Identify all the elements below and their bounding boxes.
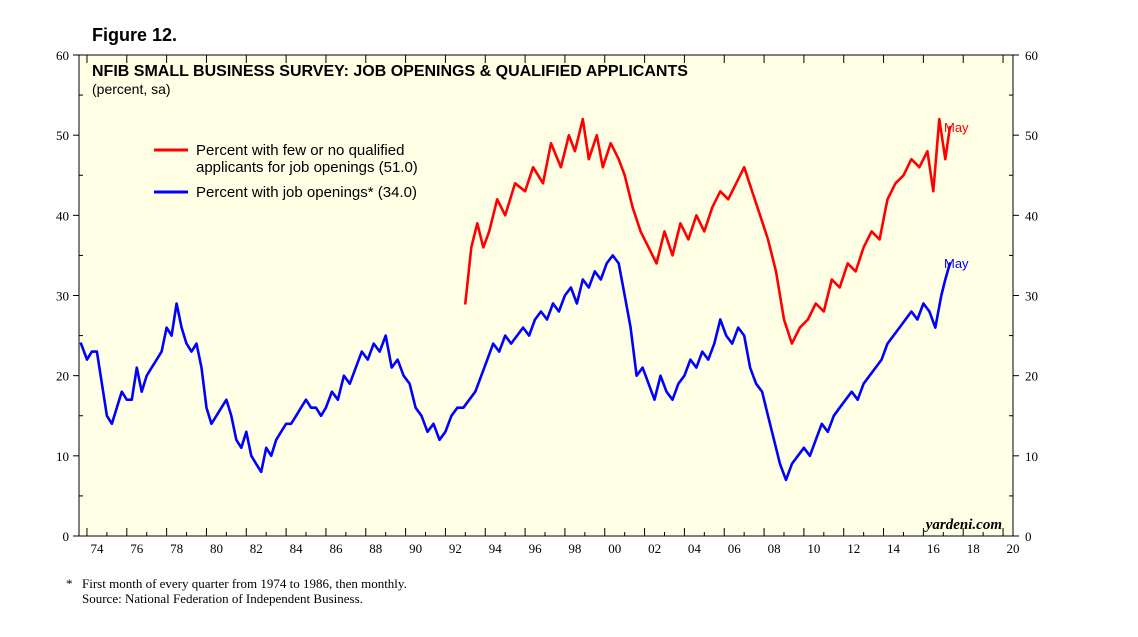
x-tick-label: 02 <box>648 541 661 556</box>
x-tick-label: 88 <box>369 541 382 556</box>
y-tick-label-right: 40 <box>1025 208 1038 223</box>
x-tick-label: 08 <box>768 541 781 556</box>
y-tick-label-left: 0 <box>63 529 70 544</box>
legend-label-red-line1: Percent with few or no qualified <box>196 142 404 159</box>
footnote-mark: * <box>66 576 73 591</box>
x-axis: 74 76 78 80 82 84 86 88 90 92 94 96 98 00 02 04 06 08 10 12… <box>86 55 1020 556</box>
plot-area <box>78 54 1014 537</box>
x-tick-label: 14 <box>887 541 901 556</box>
x-tick-label: 80 <box>210 541 223 556</box>
end-label-blue: May <box>944 256 969 271</box>
x-tick-label: 00 <box>608 541 621 556</box>
footnote-2: Source: National Federation of Independe… <box>66 591 407 606</box>
y-tick-label-left: 50 <box>56 128 69 143</box>
x-tick-label: 74 <box>90 541 104 556</box>
legend-label-blue: Percent with job openings* (34.0) <box>196 184 417 201</box>
x-tick-label: 16 <box>927 541 941 556</box>
x-tick-label: 84 <box>290 541 304 556</box>
x-tick-label: 10 <box>807 541 820 556</box>
footnotes: * First month of every quarter from 1974… <box>66 576 407 606</box>
legend: Percent with few or no qualified applica… <box>154 142 418 201</box>
x-tick-label: 06 <box>728 541 742 556</box>
series-line-job-openings <box>79 254 952 482</box>
footnote-1: * First month of every quarter from 1974… <box>66 576 407 591</box>
y-tick-label-right: 60 <box>1025 48 1038 63</box>
y-axis-left: 0 10 20 30 40 50 60 <box>56 48 83 544</box>
x-tick-label: 18 <box>967 541 980 556</box>
x-tick-label: 92 <box>449 541 462 556</box>
y-tick-label-left: 10 <box>56 449 69 464</box>
y-tick-label-right: 0 <box>1025 529 1032 544</box>
watermark: yardeni.com <box>924 517 1002 533</box>
x-tick-label: 12 <box>847 541 860 556</box>
y-tick-label-right: 10 <box>1025 449 1038 464</box>
x-tick-label: 20 <box>1007 541 1020 556</box>
y-tick-label-left: 40 <box>56 208 69 223</box>
legend-label-red-line2: applicants for job openings (51.0) <box>196 159 418 176</box>
x-tick-label: 82 <box>250 541 263 556</box>
footnote-text-2: Source: National Federation of Independe… <box>82 591 363 606</box>
y-tick-label-right: 20 <box>1025 369 1038 384</box>
y-tick-label-left: 60 <box>56 48 69 63</box>
x-tick-label: 76 <box>130 541 144 556</box>
chart-title: NFIB SMALL BUSINESS SURVEY: JOB OPENINGS… <box>92 63 688 80</box>
x-tick-label: 94 <box>489 541 503 556</box>
x-tick-label: 86 <box>329 541 343 556</box>
y-tick-label-left: 20 <box>56 369 69 384</box>
footnote-text-1: First month of every quarter from 1974 t… <box>82 576 407 591</box>
chart-subtitle: (percent, sa) <box>92 81 171 97</box>
y-tick-label-right: 30 <box>1025 289 1038 304</box>
x-tick-label: 04 <box>688 541 702 556</box>
series-line-qualified-applicants <box>463 117 952 345</box>
x-tick-label: 78 <box>170 541 183 556</box>
chart: 0 10 20 30 40 50 60 0 10 20 30 40 50 60 74 76 78 80 82 84… <box>56 48 1038 556</box>
y-axis-right: 0 10 20 30 40 50 60 <box>1009 48 1038 544</box>
y-tick-label-right: 50 <box>1025 128 1038 143</box>
series-layer <box>79 117 952 482</box>
x-tick-label: 90 <box>409 541 422 556</box>
x-tick-label: 98 <box>568 541 581 556</box>
x-tick-label: 96 <box>529 541 543 556</box>
figure-label: Figure 12. <box>92 25 178 45</box>
end-label-red: May <box>944 120 969 135</box>
y-tick-label-left: 30 <box>56 289 69 304</box>
